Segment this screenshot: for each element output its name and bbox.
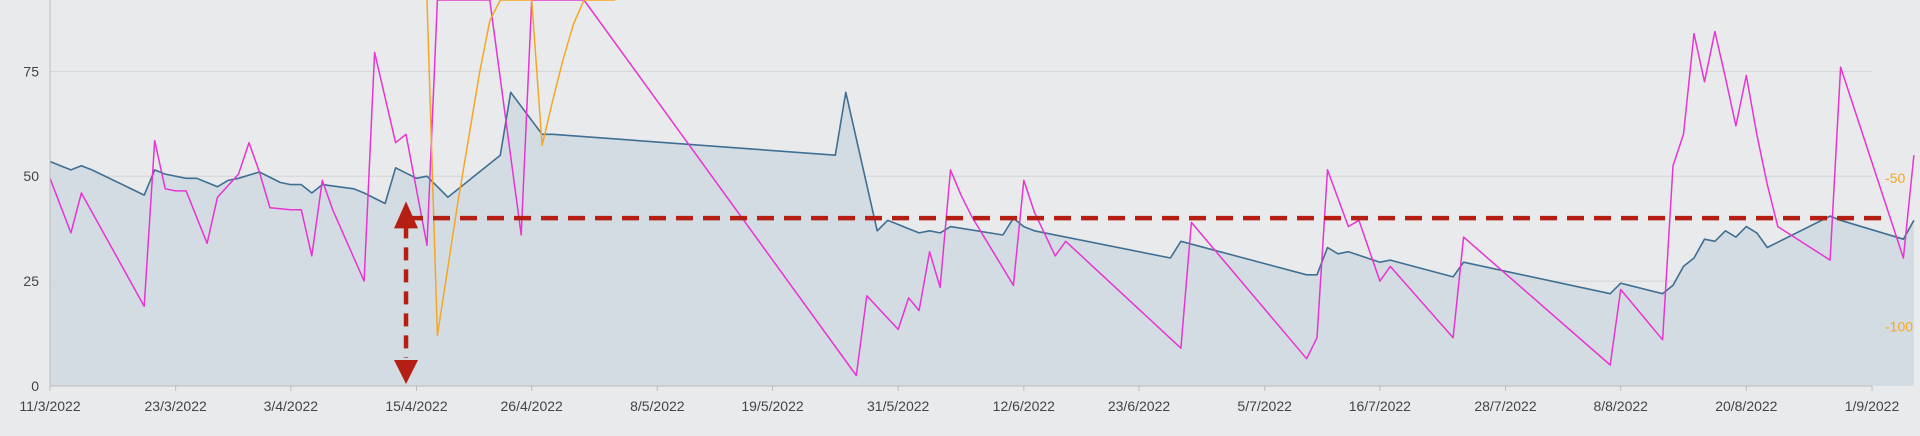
x-tick-label: 8/5/2022 <box>630 398 685 414</box>
x-tick-label: 12/6/2022 <box>993 398 1055 414</box>
series-1-line <box>49 0 1915 377</box>
y-tick-label: 75 <box>23 63 39 79</box>
x-tick-label: 19/5/2022 <box>741 398 803 414</box>
series-0-area <box>50 92 1914 387</box>
x-tick-label: 20/8/2022 <box>1715 398 1777 414</box>
x-tick-label: 8/8/2022 <box>1593 398 1648 414</box>
x-tick-label: 31/5/2022 <box>867 398 929 414</box>
x-tick-label: 3/4/2022 <box>264 398 319 414</box>
y-tick-label: 0 <box>31 378 39 394</box>
x-tick-label: 23/6/2022 <box>1108 398 1170 414</box>
series-2-line <box>426 0 616 337</box>
x-tick-label: 28/7/2022 <box>1474 398 1536 414</box>
x-tick-label: 1/9/2022 <box>1845 398 1900 414</box>
y-tick-label: 50 <box>23 168 39 184</box>
x-tick-label: 11/3/2022 <box>19 398 80 414</box>
x-tick-label: 5/7/2022 <box>1237 398 1292 414</box>
series-0-line <box>49 91 1915 295</box>
x-tick-label: 23/3/2022 <box>145 398 207 414</box>
y2-tick-label: -100 <box>1885 319 1913 335</box>
range-arrow-head-up <box>394 201 419 229</box>
range-arrow-head-down <box>394 360 419 384</box>
annotations <box>394 201 1884 384</box>
area-fill <box>50 92 1914 387</box>
axes: 0 25 50 75 -50 -100 11/3/2022 23/3/2022 3/4/2022… <box>19 0 1913 414</box>
y-tick-label: 25 <box>23 273 39 289</box>
series-lines <box>49 0 1915 377</box>
x-tick-label: 16/7/2022 <box>1349 398 1411 414</box>
y2-tick-label: -50 <box>1885 170 1905 186</box>
x-tick-label: 26/4/2022 <box>501 398 563 414</box>
x-tick-label: 15/4/2022 <box>385 398 447 414</box>
